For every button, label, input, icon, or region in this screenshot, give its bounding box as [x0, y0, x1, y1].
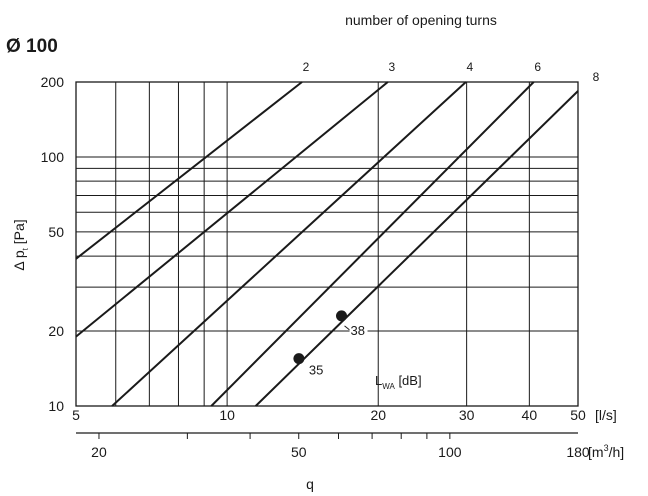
secondary-x-tick-label: 180: [566, 444, 590, 460]
y-tick-label: 200: [41, 74, 65, 90]
x-tick-labels: 5 10 20 30 40 50: [72, 407, 586, 423]
series-label-4: 4: [467, 60, 474, 74]
series-line-6: [210, 81, 535, 407]
duct-size-label: Ø 100: [6, 36, 58, 57]
marked-points: 35 38: [293, 310, 368, 378]
series-label-2: 2: [303, 60, 310, 74]
y-tick-label: 100: [41, 149, 65, 165]
x-tick-label: 10: [219, 407, 235, 423]
secondary-x-tick-label: 50: [291, 444, 307, 460]
y-tick-label: 20: [48, 323, 64, 339]
x-tick-label: 30: [459, 407, 475, 423]
chart-header: number of opening turns: [345, 12, 497, 28]
y-tick-label: 10: [48, 398, 64, 414]
secondary-x-unit-label: [m3/h]: [588, 443, 624, 460]
marked-point-label-bg: [349, 321, 368, 337]
series-label-8: 8: [593, 70, 600, 84]
y-tick-label: 50: [48, 224, 64, 240]
secondary-x-ticks: 20 50 100 180: [91, 433, 590, 460]
secondary-x-tick-label: 20: [91, 444, 107, 460]
x-tick-label: 50: [570, 407, 586, 423]
series-labels: 2 3 4 6 8: [303, 60, 600, 84]
marked-point: [293, 353, 305, 365]
plot-frame: [75, 81, 579, 407]
x-axis-label: q: [306, 476, 314, 492]
marked-point-label: 35: [309, 363, 323, 378]
marked-point-label: 38: [351, 323, 365, 338]
sound-power-annotation: LWA [dB]: [375, 373, 422, 391]
series-label-3: 3: [388, 60, 395, 74]
x-tick-label: 5: [72, 407, 80, 423]
y-tick-labels: 10 20 50 100 200: [41, 74, 65, 414]
x-tick-label: 20: [370, 407, 386, 423]
series-label-6: 6: [534, 60, 541, 74]
series-line-8: [255, 90, 579, 407]
y-axis-label: Δ pt [Pa]: [11, 219, 30, 270]
series-line-2: [75, 81, 303, 260]
x-unit-label: [l/s]: [595, 407, 617, 423]
x-tick-label: 40: [522, 407, 538, 423]
series-line-3: [75, 81, 389, 338]
marked-point-leader: [344, 325, 350, 331]
series-line-4: [111, 81, 467, 407]
secondary-x-tick-label: 100: [438, 444, 462, 460]
marked-point: [336, 310, 348, 322]
grid: [76, 82, 578, 406]
series-lines: [75, 81, 579, 407]
